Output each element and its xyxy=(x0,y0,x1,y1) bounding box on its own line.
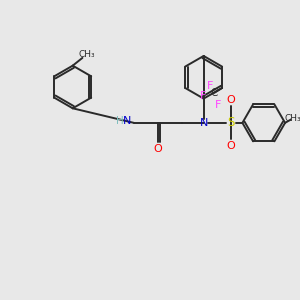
Text: N: N xyxy=(200,118,208,128)
Text: F: F xyxy=(200,91,206,101)
Text: O: O xyxy=(226,94,235,105)
Text: N: N xyxy=(123,116,131,126)
Text: S: S xyxy=(227,116,235,129)
Text: CH₃: CH₃ xyxy=(284,115,300,124)
Text: H: H xyxy=(116,116,124,126)
Text: F: F xyxy=(215,100,221,110)
Text: O: O xyxy=(226,141,235,151)
Text: C: C xyxy=(211,88,218,98)
Text: O: O xyxy=(154,144,162,154)
Text: F: F xyxy=(207,81,214,91)
Text: CH₃: CH₃ xyxy=(79,50,96,59)
